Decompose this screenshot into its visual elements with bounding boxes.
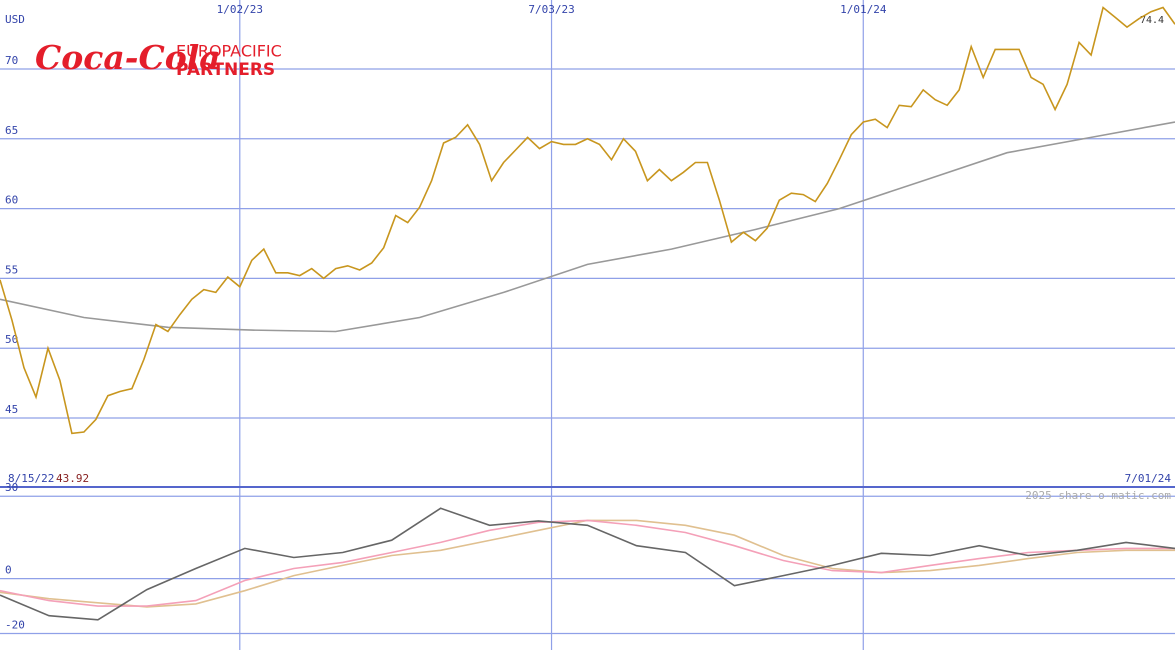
- y-tick-label: 0: [5, 564, 12, 577]
- series-line: [0, 121, 1175, 333]
- y-tick-label: 70: [5, 54, 18, 67]
- credit: 2025 share-o-matic.com: [1025, 489, 1171, 502]
- y-tick-label: 65: [5, 124, 18, 137]
- high-value: 74.4: [1140, 15, 1164, 26]
- x-tick-label: 1/01/24: [840, 3, 887, 16]
- y-tick-label: 60: [5, 194, 18, 207]
- low-value: 43.92: [56, 472, 89, 485]
- series-line: [0, 519, 1175, 608]
- series-line: [0, 519, 1175, 607]
- y-tick-label: 45: [5, 403, 18, 416]
- x-tick-label: 1/02/23: [217, 3, 263, 16]
- logo-script: Coca-Cola: [35, 38, 221, 77]
- series-line: [0, 6, 1175, 435]
- y-tick-label: 55: [5, 263, 18, 276]
- y-tick-label: 30: [5, 481, 18, 494]
- end-date: 7/01/24: [1125, 472, 1172, 485]
- y-unit: USD: [5, 13, 25, 26]
- logo-line1: EUROPACIFIC: [176, 42, 282, 61]
- logo-line2: PARTNERS: [176, 60, 275, 80]
- start-date: 8/15/22: [8, 472, 54, 485]
- y-tick-label: -20: [5, 619, 25, 632]
- y-tick-label: 50: [5, 333, 18, 346]
- x-tick-label: 7/03/23: [528, 3, 574, 16]
- series-line: [0, 507, 1175, 621]
